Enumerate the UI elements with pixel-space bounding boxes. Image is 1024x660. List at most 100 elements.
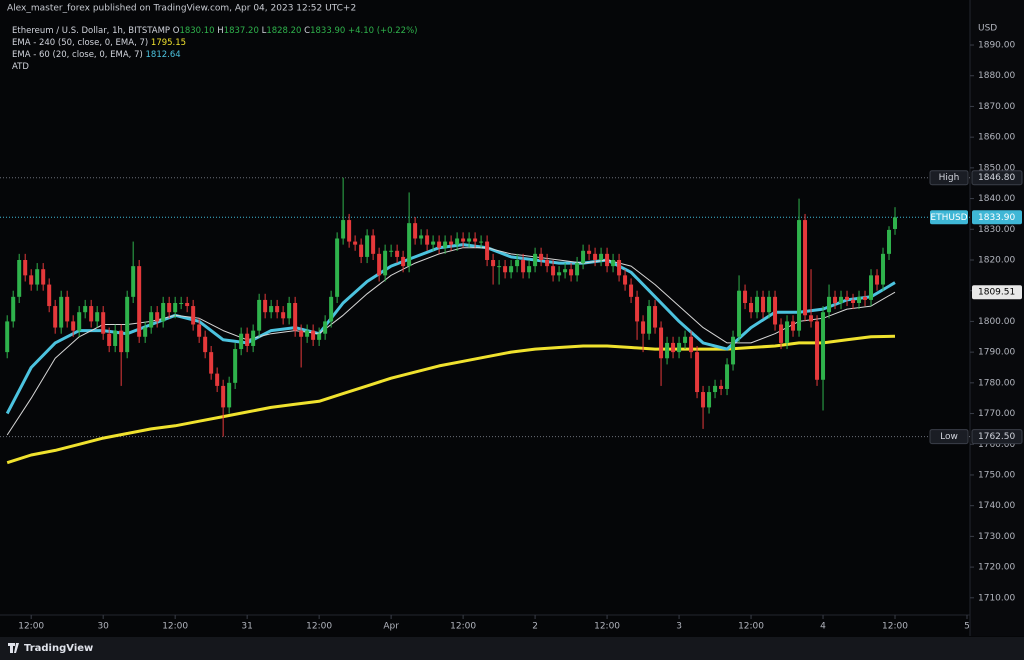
candle-body bbox=[761, 296, 766, 313]
x-tick-label: 4 bbox=[820, 622, 826, 632]
candle-body bbox=[569, 269, 574, 276]
candle-body bbox=[383, 250, 388, 276]
candle-body bbox=[467, 238, 472, 242]
price-label-box bbox=[972, 210, 1022, 225]
candle-body bbox=[443, 241, 448, 248]
candle-body bbox=[845, 296, 850, 300]
candle-body bbox=[323, 321, 328, 334]
candle-body bbox=[233, 349, 238, 383]
candle-body bbox=[515, 259, 520, 267]
candle-body bbox=[251, 330, 256, 346]
candle-body bbox=[77, 312, 82, 331]
indicator-line bbox=[6, 334, 896, 465]
legend-ohlc-value: 1833.90 bbox=[310, 26, 345, 36]
candle-body bbox=[575, 263, 580, 276]
y-tick-label: 1890.00 bbox=[978, 41, 1015, 51]
candle-body bbox=[419, 235, 424, 239]
candle-body bbox=[185, 302, 190, 307]
candle-body bbox=[221, 385, 226, 408]
candle-body bbox=[215, 373, 220, 386]
candle-body bbox=[173, 302, 178, 313]
x-tick-label: 12:00 bbox=[738, 622, 764, 632]
candle-body bbox=[563, 269, 568, 273]
candle-body bbox=[881, 253, 886, 285]
candle-body bbox=[857, 296, 862, 303]
candle-body bbox=[59, 296, 64, 328]
candle-body bbox=[491, 259, 496, 267]
candle-body bbox=[497, 266, 502, 268]
candle-body bbox=[659, 327, 664, 359]
publisher: Alex_master_forex published on TradingVi… bbox=[7, 4, 356, 14]
candle-body bbox=[605, 253, 610, 267]
candle-body bbox=[455, 238, 460, 245]
footer-brand: TradingView bbox=[24, 643, 93, 654]
candle-body bbox=[449, 241, 454, 245]
candle-body bbox=[401, 256, 406, 267]
candle-body bbox=[161, 302, 166, 322]
candle-body bbox=[203, 336, 208, 353]
candle-body bbox=[407, 223, 412, 267]
logo bbox=[8, 643, 19, 653]
candle-body bbox=[485, 241, 490, 260]
legend-ohlc-label: L bbox=[262, 26, 267, 36]
price-label-name-box bbox=[929, 170, 969, 186]
candle-body bbox=[167, 302, 172, 313]
legend-name: ATD bbox=[12, 62, 29, 72]
candle-body bbox=[803, 220, 808, 316]
candle-body bbox=[797, 220, 802, 331]
legend-ohlc-value: 1837.20 bbox=[224, 26, 259, 36]
candle-body bbox=[671, 342, 676, 353]
candle-body bbox=[647, 306, 652, 334]
candle-body bbox=[695, 352, 700, 393]
candle-body bbox=[821, 312, 826, 380]
y-tick-label: 1880.00 bbox=[978, 71, 1015, 81]
y-tick-label: 1770.00 bbox=[978, 409, 1015, 419]
price-label-name: High bbox=[939, 173, 960, 183]
y-tick-label: 1780.00 bbox=[978, 378, 1015, 388]
x-tick-label: 12:00 bbox=[306, 622, 332, 632]
x-tick-label: 2 bbox=[532, 622, 538, 632]
legend-name: Ethereum / U.S. Dollar, 1h, BITSTAMP bbox=[12, 26, 170, 36]
candle-body bbox=[413, 223, 418, 239]
candle-body bbox=[791, 321, 796, 331]
candle-body bbox=[131, 266, 136, 297]
y-tick-label: 1710.00 bbox=[978, 593, 1015, 603]
x-tick-label: 12:00 bbox=[162, 622, 188, 632]
candle-body bbox=[617, 259, 622, 276]
candle-body bbox=[755, 296, 760, 313]
candle-body bbox=[779, 324, 784, 343]
candle-body bbox=[851, 299, 856, 303]
candle-body bbox=[521, 259, 526, 273]
candle-body bbox=[737, 290, 742, 337]
price-label-box bbox=[972, 285, 1022, 300]
y-tick-label: 1790.00 bbox=[978, 348, 1015, 358]
candle-body bbox=[539, 253, 544, 260]
candle-body bbox=[713, 385, 718, 393]
axis-unit: USD bbox=[978, 24, 997, 34]
y-tick-label: 1800.00 bbox=[978, 317, 1015, 327]
candle-body bbox=[125, 296, 130, 353]
candle-body bbox=[17, 259, 22, 297]
price-label-name-box bbox=[930, 210, 968, 225]
x-tick-label: 12:00 bbox=[18, 622, 44, 632]
candle-body bbox=[545, 259, 550, 267]
price-label-name: Low bbox=[940, 432, 958, 442]
y-tick-label: 1820.00 bbox=[978, 255, 1015, 265]
price-label-box bbox=[971, 429, 1023, 445]
candle-body bbox=[749, 302, 754, 313]
candle-body bbox=[701, 392, 706, 408]
price-label-box bbox=[971, 170, 1023, 186]
candle-body bbox=[11, 296, 16, 322]
legend-entry: EMA - 240 (50, close, 0, EMA, 7) 1795.15 bbox=[12, 38, 186, 48]
candle-body bbox=[347, 220, 352, 242]
candle-body bbox=[245, 333, 250, 346]
candle-body bbox=[335, 238, 340, 297]
candle-body bbox=[305, 330, 310, 337]
candle-body bbox=[809, 315, 814, 322]
candle-body bbox=[179, 302, 184, 304]
candle-body bbox=[35, 269, 40, 285]
candle-body bbox=[533, 253, 538, 267]
candle-body bbox=[269, 306, 274, 313]
